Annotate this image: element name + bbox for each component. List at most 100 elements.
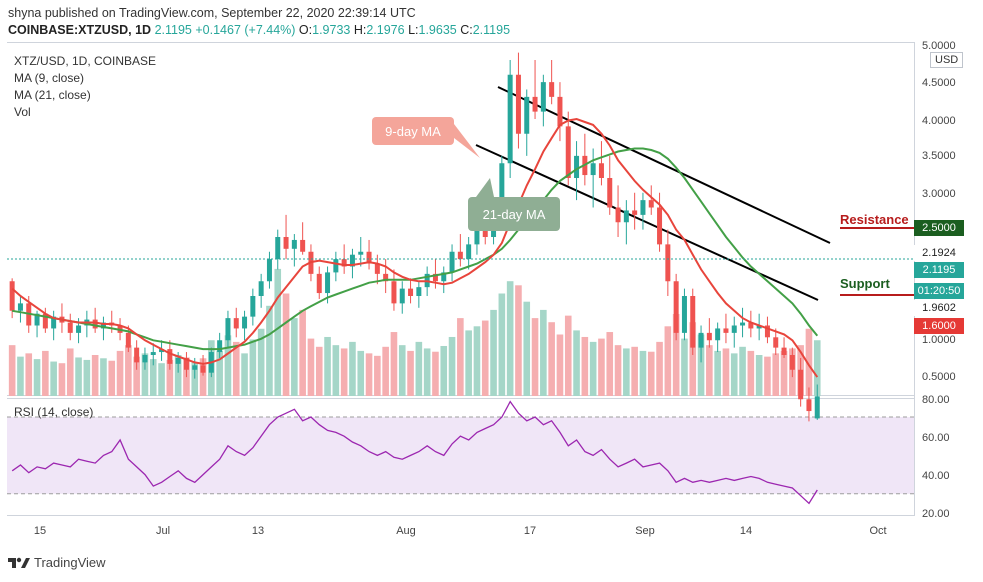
volume-bar (481, 320, 489, 396)
volume-bar (357, 350, 365, 396)
currency-label[interactable]: USD (930, 52, 964, 68)
candle-body (723, 328, 729, 333)
last-price-tag: 2.1195 (914, 262, 964, 278)
volume-bar (191, 362, 199, 396)
time-tick: Sep (635, 525, 655, 537)
candle-body (740, 322, 746, 326)
volume-bar (706, 345, 713, 396)
volume-bar (805, 328, 813, 396)
volume-bar (415, 341, 423, 396)
candle-body (632, 210, 638, 215)
volume-bar (100, 358, 107, 396)
volume-bar (764, 356, 771, 396)
countdown-tag: 01:20:50 (914, 283, 964, 299)
rsi-band (7, 417, 914, 494)
volume-bar (315, 346, 323, 396)
volume-bar (531, 318, 539, 396)
volume-bar (274, 268, 282, 396)
volume-bar (639, 350, 647, 396)
volume-bar (83, 359, 91, 396)
candle-body (789, 355, 795, 370)
volume-bar (349, 341, 356, 396)
candle-body (806, 399, 812, 412)
volume-bar (66, 348, 74, 396)
legend-vol[interactable]: Vol (14, 105, 31, 119)
volume-bar (581, 336, 589, 396)
candle-body (349, 254, 355, 267)
rsi-tick: 60.00 (922, 432, 950, 444)
volume-bar (540, 309, 547, 396)
volume-bar (664, 326, 672, 396)
ma9-callout-pointer (454, 124, 480, 158)
legend-ma21[interactable]: MA (21, close) (14, 88, 91, 102)
candle-body (125, 332, 131, 348)
brand-name: TradingView (34, 555, 106, 570)
legend-rsi[interactable]: RSI (14, close) (14, 405, 94, 419)
volume-bar (307, 338, 315, 396)
candle-body (325, 272, 331, 294)
volume-bar (299, 309, 306, 396)
candle-body (399, 288, 405, 304)
volume-bar (224, 335, 232, 396)
volume-bar (25, 353, 33, 396)
rsi-pane[interactable] (7, 398, 914, 516)
rsi-axis[interactable] (914, 398, 983, 516)
candle-body (798, 369, 804, 400)
open-label: O: (298, 23, 313, 37)
candle-body (549, 82, 555, 97)
candle-body (565, 126, 571, 178)
candle-body (814, 396, 820, 419)
volume-bar (490, 309, 497, 396)
publish-line: shyna published on TradingView.com, Sept… (8, 6, 416, 20)
channel-upper-line (497, 86, 831, 244)
candle-body (366, 251, 372, 264)
candle-body (657, 207, 663, 245)
volume-bar (58, 363, 66, 396)
volume-bar (141, 353, 149, 396)
candle-body (300, 239, 306, 252)
volume-bar (8, 345, 16, 396)
candle-body (441, 272, 447, 282)
volume-bar (681, 338, 688, 396)
candle-body (183, 357, 189, 370)
volume-bar (291, 318, 298, 396)
volume-bar (108, 360, 116, 396)
rsi-tick: 40.00 (922, 470, 950, 482)
candle-body (607, 178, 613, 208)
footer-brand[interactable]: TradingView (8, 555, 106, 570)
volume-bar (432, 351, 439, 396)
candle-body (291, 239, 297, 249)
volume-bar (365, 353, 373, 396)
price-tick: 1.0000 (922, 334, 956, 346)
candle-body (690, 296, 696, 348)
candle-body (9, 281, 15, 311)
volume-bar (257, 328, 265, 396)
candle-body (34, 313, 40, 326)
price-tick: 3.0000 (922, 188, 956, 200)
candle-body (283, 237, 289, 249)
candle-body (266, 259, 272, 282)
candle-body (731, 325, 737, 333)
price-change: +0.1467 (+7.44%) (195, 23, 296, 37)
volume-bar (50, 361, 57, 396)
candle-body (51, 316, 57, 329)
candle-body (358, 251, 364, 255)
legend-ma9[interactable]: MA (9, close) (14, 71, 85, 85)
candle-body (275, 237, 281, 260)
candle-body (449, 251, 455, 273)
candle-body (416, 287, 422, 296)
volume-bar (647, 351, 655, 396)
volume-bar (598, 338, 605, 396)
ma21-callout-box (468, 197, 560, 231)
volume-bar (747, 350, 755, 396)
candle-body (764, 325, 770, 338)
candle-body (134, 347, 140, 363)
candle-body (640, 200, 646, 215)
volume-bar (631, 346, 638, 396)
support-price-tag: 1.6000 (914, 318, 964, 334)
volume-bar (158, 363, 165, 396)
volume-bar (398, 345, 406, 396)
candle-body (242, 316, 248, 329)
candle-body (515, 74, 521, 134)
candle-body (100, 322, 106, 329)
